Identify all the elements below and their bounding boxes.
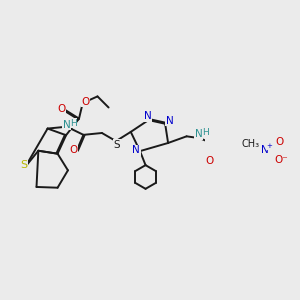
Text: +: + — [267, 143, 273, 149]
Text: H: H — [70, 118, 77, 127]
Text: O: O — [58, 104, 66, 114]
Text: S: S — [113, 140, 120, 150]
Text: O: O — [69, 146, 77, 155]
Text: O: O — [81, 97, 89, 106]
Text: H: H — [202, 128, 209, 137]
Text: N: N — [144, 111, 152, 122]
Text: N: N — [261, 145, 269, 155]
Text: N: N — [195, 130, 203, 140]
Text: N: N — [166, 116, 173, 126]
Text: O⁻: O⁻ — [274, 154, 288, 165]
Text: CH₃: CH₃ — [241, 139, 259, 149]
Text: N: N — [132, 146, 140, 155]
Text: S: S — [20, 160, 27, 170]
Text: O: O — [275, 137, 284, 147]
Text: O: O — [206, 156, 214, 166]
Text: N: N — [63, 120, 71, 130]
